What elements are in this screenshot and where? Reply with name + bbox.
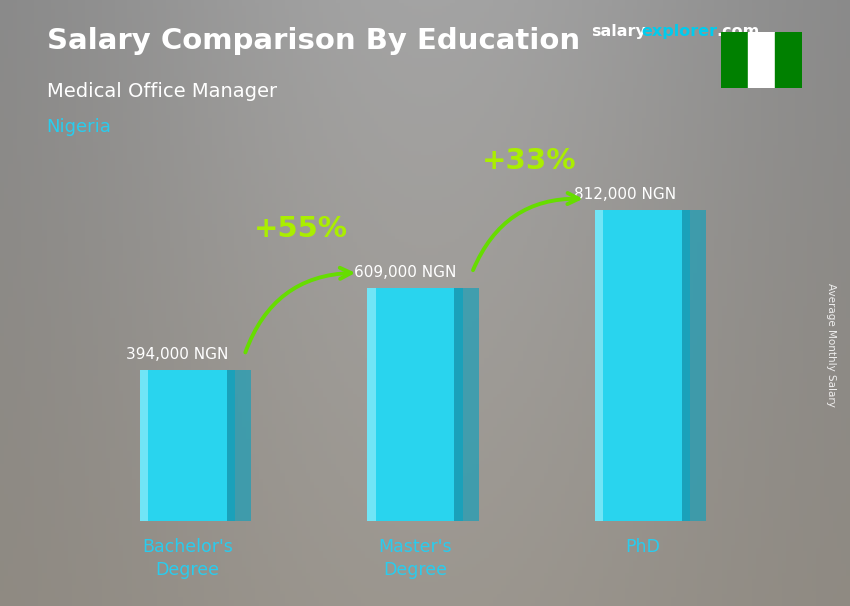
Text: 609,000 NGN: 609,000 NGN [354, 265, 456, 279]
Text: 812,000 NGN: 812,000 NGN [575, 187, 677, 202]
Polygon shape [463, 288, 479, 521]
Bar [139, 370, 149, 521]
Bar [367, 288, 463, 521]
Text: salary: salary [591, 24, 646, 39]
Bar [721, 32, 748, 88]
Text: Nigeria: Nigeria [47, 118, 111, 136]
Text: Average Monthly Salary: Average Monthly Salary [826, 284, 836, 407]
Text: explorer: explorer [642, 24, 718, 39]
Bar [139, 370, 235, 521]
Bar [595, 210, 604, 521]
Text: Medical Office Manager: Medical Office Manager [47, 82, 277, 101]
Bar [595, 210, 690, 521]
Text: .com: .com [717, 24, 760, 39]
Text: +33%: +33% [482, 147, 576, 175]
Text: +55%: +55% [254, 215, 348, 243]
Bar [367, 288, 376, 521]
Bar [682, 210, 690, 521]
Text: Salary Comparison By Education: Salary Comparison By Education [47, 27, 580, 55]
Text: 394,000 NGN: 394,000 NGN [126, 347, 229, 362]
Bar [227, 370, 235, 521]
Polygon shape [690, 210, 706, 521]
Polygon shape [235, 370, 252, 521]
Bar [774, 32, 802, 88]
Bar [748, 32, 774, 88]
Bar [454, 288, 463, 521]
